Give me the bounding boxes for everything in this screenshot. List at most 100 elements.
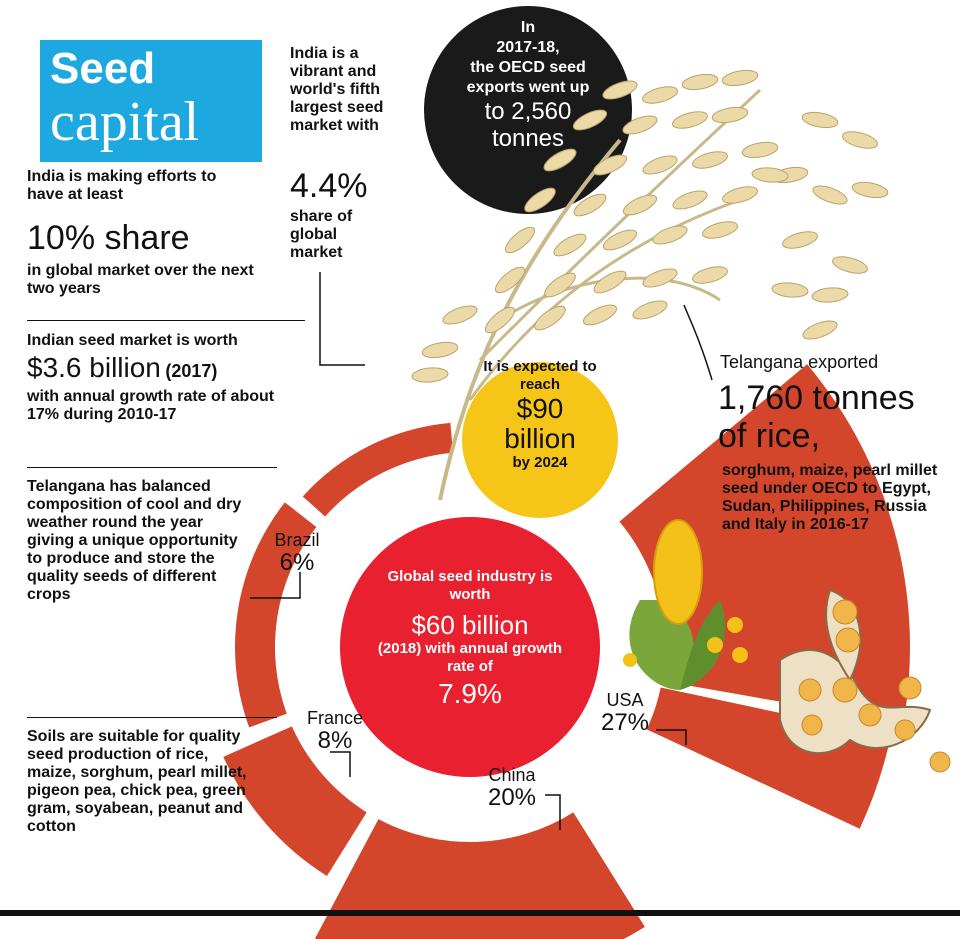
rice-grain [811,287,849,303]
separator-1 [27,320,305,321]
indian-market-value-row: $3.6 billion (2017) [27,352,317,384]
label-usa-value: 27% [600,709,650,736]
rice-grain [702,221,738,239]
rice-grain [642,268,678,288]
rice-grain [751,167,789,183]
rice-grain [573,193,607,217]
rice-grain [692,151,728,169]
indian-market-year: (2017) [165,361,218,381]
expected-text: It is expected to reach $90 billion by 2… [480,358,600,472]
indian-market-intro: Indian seed market is worth [27,332,238,349]
rice-grain [851,181,889,199]
rice-grain [553,233,587,257]
rice-grain [642,86,678,104]
global-circle [340,517,600,777]
rice-grain [832,256,868,274]
rice-grain [692,266,728,284]
rice-grain [421,341,459,359]
rice-grain [504,226,536,254]
indian-market-growth: with annual growth rate of about 17% dur… [27,388,275,423]
label-france-value: 8% [317,727,353,754]
corn-illustration [623,519,748,690]
rice-grain [524,187,556,213]
rice-grain [722,186,758,204]
expected-value-1: $90 [516,393,564,424]
label-brazil-name: Brazil [274,530,320,550]
rice-grain [411,367,449,383]
oecd-line-5: to 2,560 [484,98,572,125]
expected-year: by 2024 [512,454,568,471]
ring-segment-brazil [234,502,317,728]
rice-grain [602,80,638,100]
india-share-intro: India is a vibrant and world's fifth lar… [290,45,384,134]
rice-grain [812,185,848,205]
rice-grain [582,304,618,326]
global-intro: Global seed industry is worth [387,568,553,603]
rice-grain [782,231,818,249]
rice-grain [543,148,577,172]
label-china-value: 20% [487,784,537,811]
rice-grain [652,225,688,245]
telangana-climate-text: Telangana has balanced composition of co… [27,478,242,603]
oecd-text: In 2017-18, the OECD seed exports went u… [440,18,616,152]
title-line-1: Seed [50,44,156,93]
separator-2 [27,467,277,468]
rice-grain [484,306,516,334]
label-brazil-value: 6% [279,549,315,576]
rice-grain [592,154,628,176]
label-france-name: France [306,708,364,728]
rice-grain [642,155,678,175]
telangana-export-detail: sorghum, maize, pearl millet seed under … [722,462,938,533]
bottom-rule [0,910,960,916]
oecd-line-4: exports went up [466,79,590,96]
expected-value-2: billion [504,423,576,454]
ring-segment-france [223,726,367,876]
share-goal-intro: India is making efforts to have at least [27,168,217,203]
rice-grain [741,141,779,159]
rice-grain [711,106,749,124]
rice-grain [842,131,878,149]
rice-grain [442,305,478,325]
rice-grain [681,73,719,91]
rice-grain [602,229,638,251]
seed-pods-illustration [779,588,951,773]
rice-grain [622,115,658,135]
ring-segment-usa-outer [646,687,891,829]
india-share-detail: share of global market [290,208,353,261]
oecd-line-3: the OECD seed [470,59,586,76]
label-china-name: China [488,765,536,785]
share-goal-value: 10% share [27,219,190,257]
label-usa: USA 27% [590,690,660,736]
soil-suitability-text: Soils are suitable for quality seed prod… [27,728,247,835]
oecd-circle [424,6,632,214]
rice-grain [801,111,839,129]
global-text: Global seed industry is worth $60 billio… [372,568,568,710]
label-brazil: Brazil 6% [262,530,332,576]
oecd-line-2: 2017-18, [496,39,560,56]
rice-grain [802,320,838,340]
leader-lines [250,272,713,830]
indian-market-value: $3.6 billion [27,352,161,383]
label-china: China 20% [475,765,549,811]
rice-grain [534,305,566,331]
rice-grain [672,111,708,129]
rice-grain [672,190,708,210]
oecd-line-6: tonnes [491,125,565,152]
telangana-export-intro: Telangana exported [720,352,879,372]
share-goal-detail: in global market over the next two years [27,262,254,297]
rice-grain [721,69,759,87]
title-banner: Seed capital [40,40,262,162]
global-value: $60 billion [411,610,529,640]
rice-grain [494,266,526,294]
global-growth: (2018) with annual growth rate of [377,640,563,675]
global-rate: 7.9% [438,678,502,709]
rice-grain [593,270,627,294]
oecd-line-1: In [520,19,536,36]
india-share-value: 4.4% [290,167,368,205]
telangana-export-value: 1,760 tonnes [718,379,915,417]
rice-grain [572,109,608,131]
label-france: France 8% [296,708,374,754]
rice-grain [771,282,809,298]
rice-grain [632,300,668,320]
